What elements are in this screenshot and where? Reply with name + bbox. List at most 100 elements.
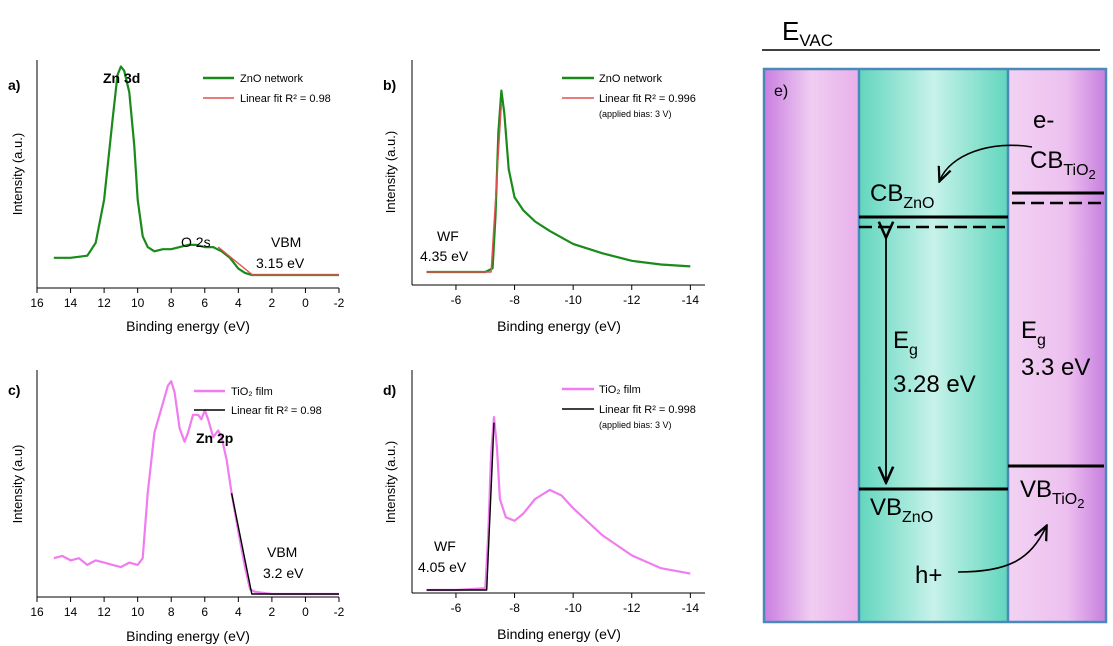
annotation: 4.35 eV: [420, 248, 469, 264]
hole-transfer-arrow: [957, 527, 1046, 573]
annotation: Zn 3d: [103, 70, 140, 86]
band-diagram: EVAC e) e- CBTiO2 CBZnO Eg 3.28 eV Eg 3.…: [762, 16, 1108, 624]
legend-entry: Linear fit R² = 0.996: [599, 93, 696, 105]
x-tick-label: 4: [235, 296, 242, 310]
y-axis-label: Intensity (a.u.): [383, 131, 398, 213]
zno-region: [859, 69, 1008, 622]
x-tick-label: -6: [451, 293, 462, 307]
legend-entry: ZnO network: [240, 73, 303, 85]
x-ticks: 16 14 12 10 8 6 4 2 0 -2: [30, 288, 345, 310]
tio2-bandgap-symbol: Eg: [1021, 317, 1046, 349]
tio2-vb-label: VBTiO2: [1020, 476, 1084, 511]
x-axis-label: Binding energy (eV): [126, 318, 250, 334]
diagram-frame: [762, 67, 1108, 624]
y-axis-label: Intensity (a.u.): [10, 133, 25, 215]
panel-label-c: c): [8, 382, 20, 398]
panel-a: a) 16 14 12 10 8 6 4 2 0 -2 Binding energy (eV) I…: [8, 60, 345, 334]
panel-c: c) 16 14 12 10 8 6 4 2 0 -2 Binding energy (eV) I…: [8, 370, 345, 644]
panel-d: d) -6 -8 -10 -12 -14 Binding energy (eV) Int…: [383, 370, 705, 642]
x-tick-label: 14: [64, 296, 78, 310]
tio2-cb-label: CBTiO2: [1030, 147, 1096, 182]
x-tick-label: 0: [302, 605, 309, 619]
vacuum-level-label: EVAC: [782, 16, 833, 50]
panel-label-a: a): [8, 77, 20, 93]
x-tick-label: 16: [30, 605, 44, 619]
annotation: 3.2 eV: [263, 565, 304, 581]
tio2-bandgap-value: 3.3 eV: [1021, 354, 1090, 381]
x-tick-label: -6: [451, 601, 462, 615]
y-axis-label: Intensity (a.u): [10, 445, 25, 524]
legend-entry: Linear fit R² = 0.998: [599, 404, 696, 416]
x-tick-label: 12: [97, 296, 111, 310]
x-tick-label: 12: [97, 605, 111, 619]
data-series-line: [53, 65, 339, 277]
x-tick-label: 2: [269, 296, 276, 310]
x-tick-label: -2: [334, 296, 345, 310]
annotation: O 2s: [181, 234, 211, 250]
linear-fit-line: [426, 103, 503, 273]
y-axis-label: Intensity (a.u.): [383, 441, 398, 523]
annotation: 3.15 eV: [256, 255, 305, 271]
x-tick-label: -8: [509, 601, 520, 615]
x-axis-label: Binding energy (eV): [126, 628, 250, 644]
panel-b: b) -6 -8 -10 -12 -14 Binding energy (eV) Int…: [383, 60, 705, 334]
annotation: Zn 2p: [196, 430, 233, 446]
zno-cb-label: CBZnO: [870, 180, 934, 212]
annotation: VBM: [271, 234, 301, 250]
x-ticks: -6 -8 -10 -12 -14: [451, 285, 700, 307]
x-tick-label: -2: [334, 605, 345, 619]
linear-fit-line: [217, 246, 339, 276]
x-tick-label: 4: [235, 605, 242, 619]
panel-label-d: d): [383, 382, 396, 398]
plot-area: [53, 65, 339, 277]
legend-note: (applied bias: 3 V): [599, 420, 672, 430]
annotation: WF: [434, 538, 456, 554]
panel-label-e: e): [774, 83, 788, 100]
x-tick-label: 6: [201, 296, 208, 310]
linear-fit-line: [426, 422, 495, 591]
x-tick-label: -12: [623, 293, 641, 307]
x-tick-label: 8: [168, 605, 175, 619]
electron-label: e-: [1033, 107, 1054, 134]
panel-label-b: b): [383, 77, 396, 93]
plot-area: [53, 380, 339, 596]
tio2-region-left: [764, 69, 859, 622]
data-series-line: [426, 416, 691, 592]
x-tick-label: -14: [682, 601, 700, 615]
x-tick-label: 2: [269, 605, 276, 619]
linear-fit-line: [230, 493, 339, 595]
data-series-line: [53, 380, 339, 596]
plot-area: [426, 416, 691, 592]
x-tick-label: 10: [131, 296, 145, 310]
legend-note: (applied bias: 3 V): [599, 109, 672, 119]
electron-transfer-arrow: [940, 144, 1033, 180]
x-tick-label: -14: [682, 293, 700, 307]
x-ticks: 16 14 12 10 8 6 4 2 0 -2: [30, 597, 345, 619]
x-tick-label: -12: [623, 601, 641, 615]
zno-bandgap-value: 3.28 eV: [893, 371, 976, 398]
x-tick-label: 10: [131, 605, 145, 619]
zno-bandgap-symbol: Eg: [893, 327, 918, 359]
legend-entry: TiO₂ film: [231, 386, 273, 398]
x-tick-label: -10: [564, 293, 582, 307]
annotation: 4.05 eV: [418, 559, 467, 575]
zno-vb-label: VBZnO: [870, 494, 933, 526]
legend-entry: Linear fit R² = 0.98: [231, 405, 322, 417]
x-ticks: -6 -8 -10 -12 -14: [451, 593, 700, 615]
x-tick-label: 0: [302, 296, 309, 310]
x-tick-label: 8: [168, 296, 175, 310]
legend-entry: TiO₂ film: [599, 384, 641, 396]
plot-area: [426, 89, 691, 274]
x-tick-label: -8: [509, 293, 520, 307]
legend-entry: Linear fit R² = 0.98: [240, 93, 331, 105]
x-tick-label: 14: [64, 605, 78, 619]
annotation: VBM: [267, 544, 297, 560]
x-tick-label: -10: [564, 601, 582, 615]
x-axis-label: Binding energy (eV): [497, 626, 621, 642]
x-axis-label: Binding energy (eV): [497, 318, 621, 334]
x-tick-label: 6: [201, 605, 208, 619]
x-tick-label: 16: [30, 296, 44, 310]
annotation: WF: [437, 228, 459, 244]
legend-entry: ZnO network: [599, 73, 662, 85]
